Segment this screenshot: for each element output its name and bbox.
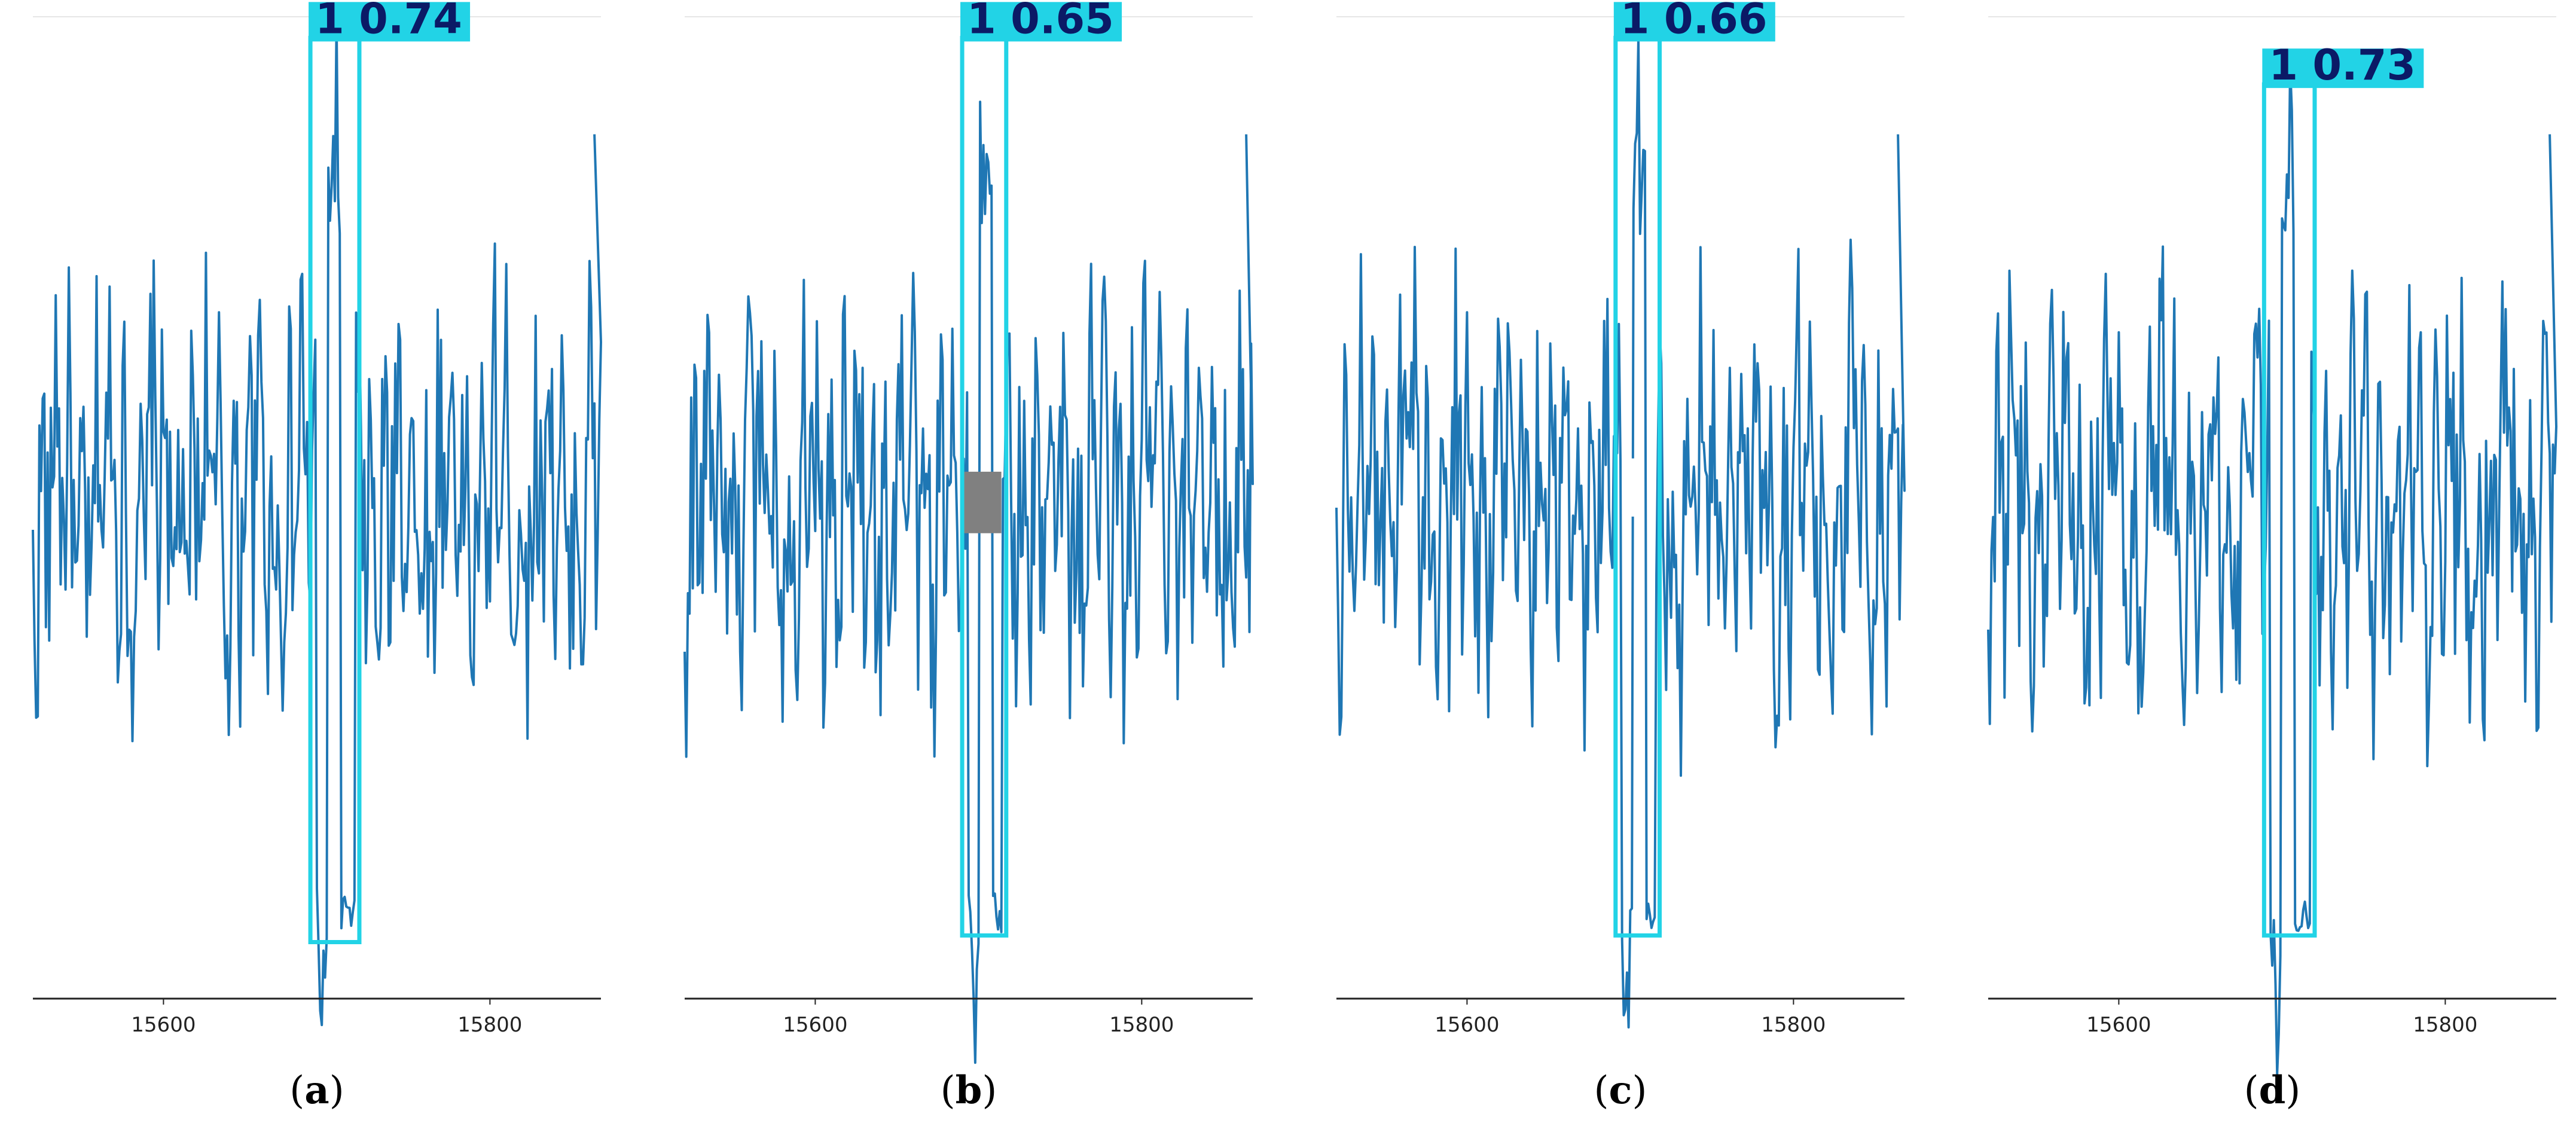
caption-close-paren: ) <box>982 1069 997 1113</box>
gap-mask <box>1628 458 1639 517</box>
x-tick-label: 15800 <box>457 1013 522 1037</box>
detection-label: 1 0.66 <box>1620 0 1768 43</box>
caption-letter: d <box>2259 1068 2286 1113</box>
detection-label-bg <box>960 2 1122 42</box>
panel-d: 1 0.73 15600 15800 (d) <box>1987 16 2557 1113</box>
x-tick-label: 15800 <box>2413 1013 2477 1037</box>
caption-open-paren: ( <box>289 1069 304 1113</box>
panel-c: 1 0.66 15600 15800 (c) <box>1335 0 1906 1113</box>
panel-caption: (d) <box>2244 1068 2301 1113</box>
caption-letter: c <box>1609 1068 1632 1113</box>
x-tick-label: 15600 <box>131 1013 196 1037</box>
detection-label-bg <box>309 2 471 42</box>
x-tick-label: 15600 <box>783 1013 847 1037</box>
x-tick-label: 15800 <box>1761 1013 1826 1037</box>
caption-open-paren: ( <box>2244 1069 2259 1113</box>
signal-line <box>1987 65 2557 1075</box>
caption-letter: b <box>956 1068 982 1113</box>
caption-close-paren: ) <box>1632 1069 1647 1113</box>
panel-caption: (b) <box>941 1068 997 1113</box>
signal-line <box>683 100 1254 1064</box>
detection-label-bg <box>2262 48 2424 89</box>
caption-open-paren: ( <box>941 1069 956 1113</box>
signal-line <box>1335 36 1906 1029</box>
caption-letter: a <box>304 1068 329 1113</box>
detection-label: 1 0.73 <box>2269 41 2416 90</box>
caption-close-paren: ) <box>2285 1069 2300 1113</box>
panel-caption: (c) <box>1594 1068 1647 1113</box>
occlusion-patch <box>962 471 1002 533</box>
caption-close-paren: ) <box>329 1069 344 1113</box>
panel-a: 1 0.74 15600 15800 (a) <box>32 0 602 1113</box>
detection-label: 1 0.74 <box>315 0 462 43</box>
detection-box <box>2261 82 2317 938</box>
x-tick-label: 15800 <box>1109 1013 1174 1037</box>
signal-line <box>32 17 602 1027</box>
x-tick-label: 15600 <box>2086 1013 2151 1037</box>
caption-open-paren: ( <box>1594 1069 1609 1113</box>
panel-caption: (a) <box>289 1068 344 1113</box>
detection-label: 1 0.65 <box>967 0 1114 43</box>
detection-label-bg <box>1613 2 1775 42</box>
panel-b: 1 0.65 15600 15800 (b) <box>683 0 1254 1113</box>
x-tick-label: 15600 <box>1434 1013 1499 1037</box>
